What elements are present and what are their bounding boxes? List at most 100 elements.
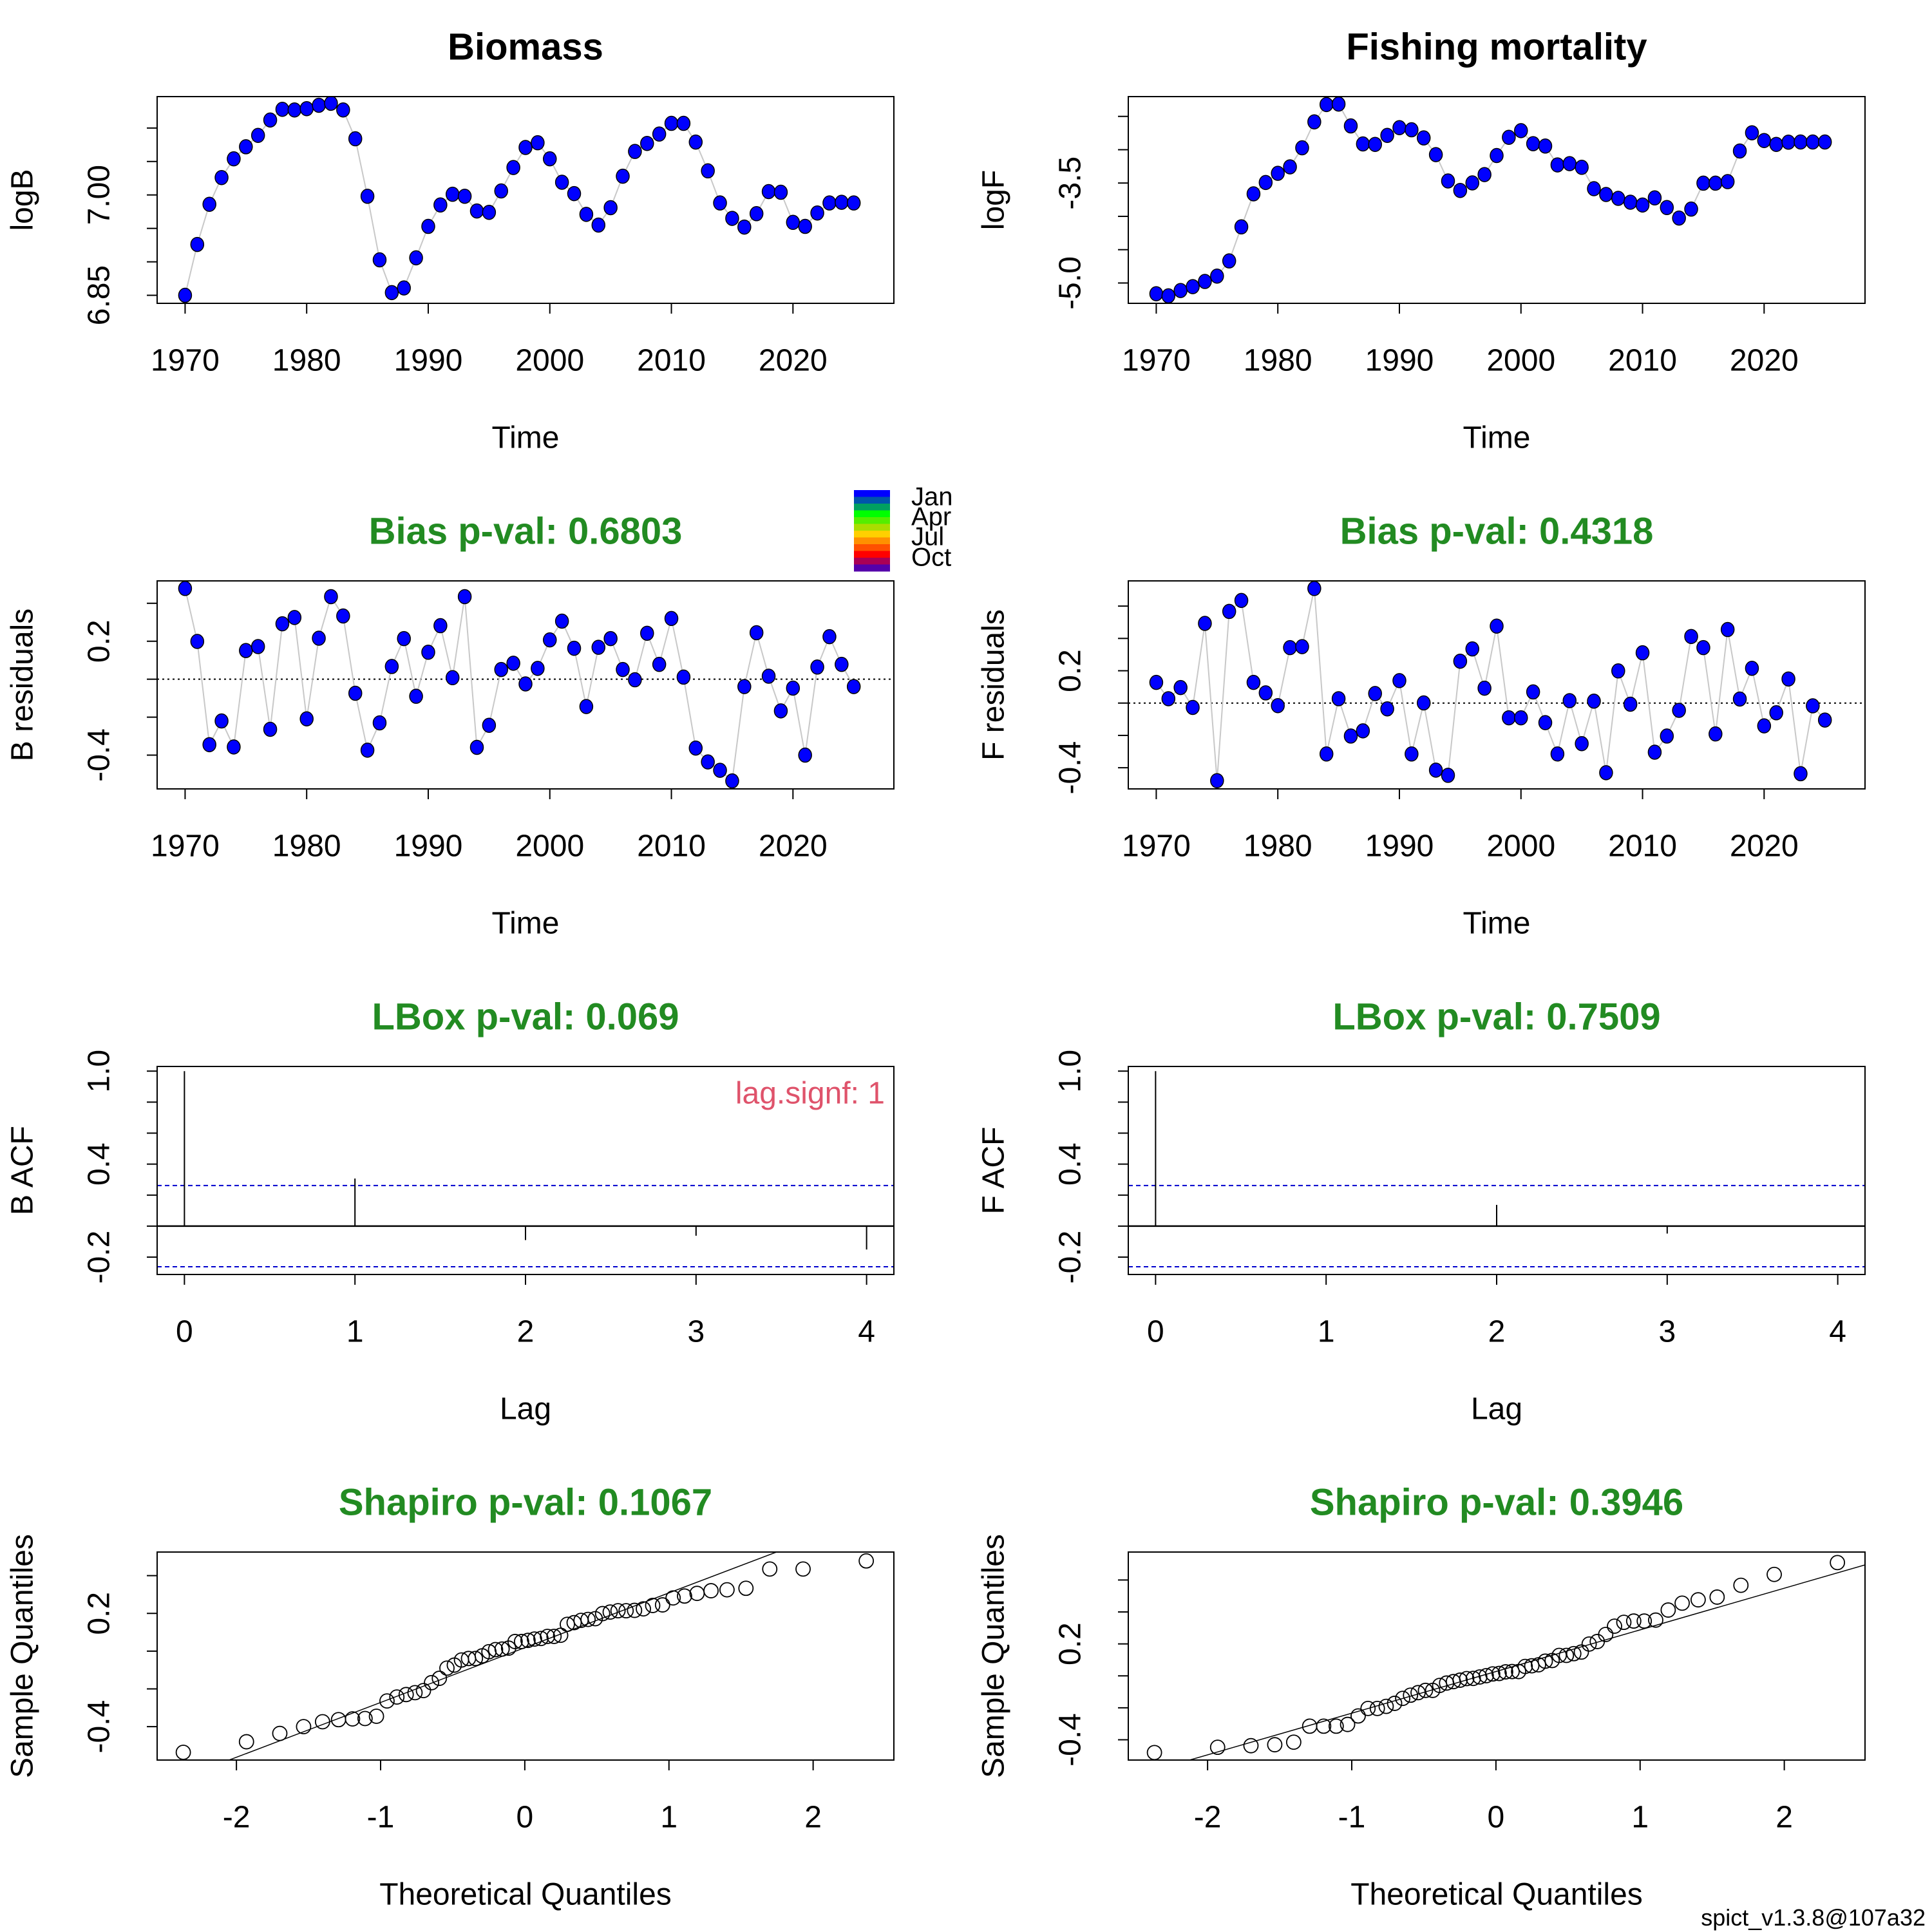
data-point [1405,122,1419,138]
qq-point [1616,1615,1632,1631]
data-point [554,175,569,190]
qq-point [1517,1658,1533,1674]
data-point [1635,197,1650,213]
data-point [1562,156,1577,171]
qq-point [1636,1613,1653,1629]
x-tick-label: 2 [1776,1801,1793,1835]
x-axis-label: Theoretical Quantiles [379,1878,672,1912]
data-point [1271,166,1285,181]
legend-color-swatch [854,537,890,545]
qq-point [1302,1718,1318,1734]
qq-point [1452,1672,1468,1688]
plot-box [156,1066,895,1275]
data-point [713,195,727,211]
data-point [1745,661,1759,676]
data-point [1720,174,1735,189]
qq-point [627,1602,643,1618]
qq-point [368,1709,384,1724]
data-point [749,625,764,641]
data-point [469,203,484,219]
qq-point [689,1586,705,1602]
plot-area [175,1552,875,1760]
qq-point [1573,1644,1589,1660]
data-point [1550,157,1565,173]
x-tick-label: 4 [858,1315,875,1349]
qq-point [507,1634,523,1649]
data-point [640,625,654,641]
data-point [1477,680,1492,696]
data-point [591,217,606,233]
data-point [445,186,460,202]
qq-point [1285,1734,1302,1750]
qq-point [654,1597,670,1613]
data-point [1635,645,1650,661]
qq-point [1690,1592,1706,1608]
data-point [1587,181,1601,196]
y-axis-label: B ACF [6,1126,40,1215]
data-point [1161,691,1176,706]
chart-panel-5: LBox p-val: 0.7509 Lag F ACF 0 1 2 3 4 1.0 0.4 -0.… [977,996,1866,1426]
qq-point [494,1641,510,1657]
x-axis-label: Lag [1471,1392,1522,1426]
x-tick-label: 2010 [1608,344,1677,378]
data-point [1709,726,1723,742]
plot-area [1149,97,1832,303]
y-tick-label: 7.00 [82,165,117,225]
chart-title: Shapiro p-val: 0.1067 [339,1481,712,1523]
qq-point [1589,1634,1605,1649]
legend-color-swatch [854,558,890,565]
legend-label: Oct [911,544,951,572]
lag-significance-annotation: lag.signf: 1 [735,1077,885,1111]
data-point [494,183,508,199]
data-point [433,197,448,213]
data-point [1405,746,1419,762]
qq-point [1504,1663,1520,1680]
y-tick-label: -0.4 [82,1700,117,1754]
chart-title: LBox p-val: 0.7509 [1332,996,1660,1037]
data-point [1173,283,1188,298]
data-point [1502,710,1516,726]
x-tick-label: -2 [223,1801,251,1835]
data-point [543,151,557,167]
x-tick-label: 2000 [515,344,584,378]
qq-point [665,1590,681,1606]
x-tick-label: 2000 [1486,344,1555,378]
qq-point [1395,1690,1411,1707]
legend-color-swatch [854,544,890,551]
data-point [1575,160,1589,175]
data-point [640,135,654,151]
legend-label: Jul [911,523,944,551]
legend-color-swatch [854,564,890,572]
legend-color-swatch [854,531,890,538]
qq-point [795,1561,811,1577]
data-point [603,630,618,647]
data-point [1720,621,1735,638]
qq-point [594,1605,611,1622]
data-point [1222,603,1236,620]
x-axis-label: Time [492,421,560,455]
x-axis-label: Lag [500,1392,551,1426]
data-point [1647,744,1662,760]
legend-color-swatch [854,504,890,511]
data-point [1186,279,1200,294]
x-tick-label: 1990 [1365,344,1434,378]
data-point [409,688,423,704]
qq-point [1316,1718,1332,1734]
plot-box [1128,580,1866,790]
data-point [506,160,520,175]
data-point [1538,715,1553,730]
y-axis-label: B residuals [6,609,40,761]
data-point [372,715,387,731]
data-point [761,668,776,684]
data-point [1732,691,1747,707]
qq-point [1648,1612,1663,1628]
data-point [628,144,642,159]
qq-point [1551,1647,1567,1663]
data-point [1514,123,1528,138]
data-point [798,218,812,234]
data-point [1538,138,1553,154]
y-tick-label: 0.4 [1054,1142,1088,1186]
qq-point [1484,1666,1501,1682]
y-tick-label: 0.2 [1054,1622,1088,1665]
x-tick-label: 1970 [1122,829,1191,864]
